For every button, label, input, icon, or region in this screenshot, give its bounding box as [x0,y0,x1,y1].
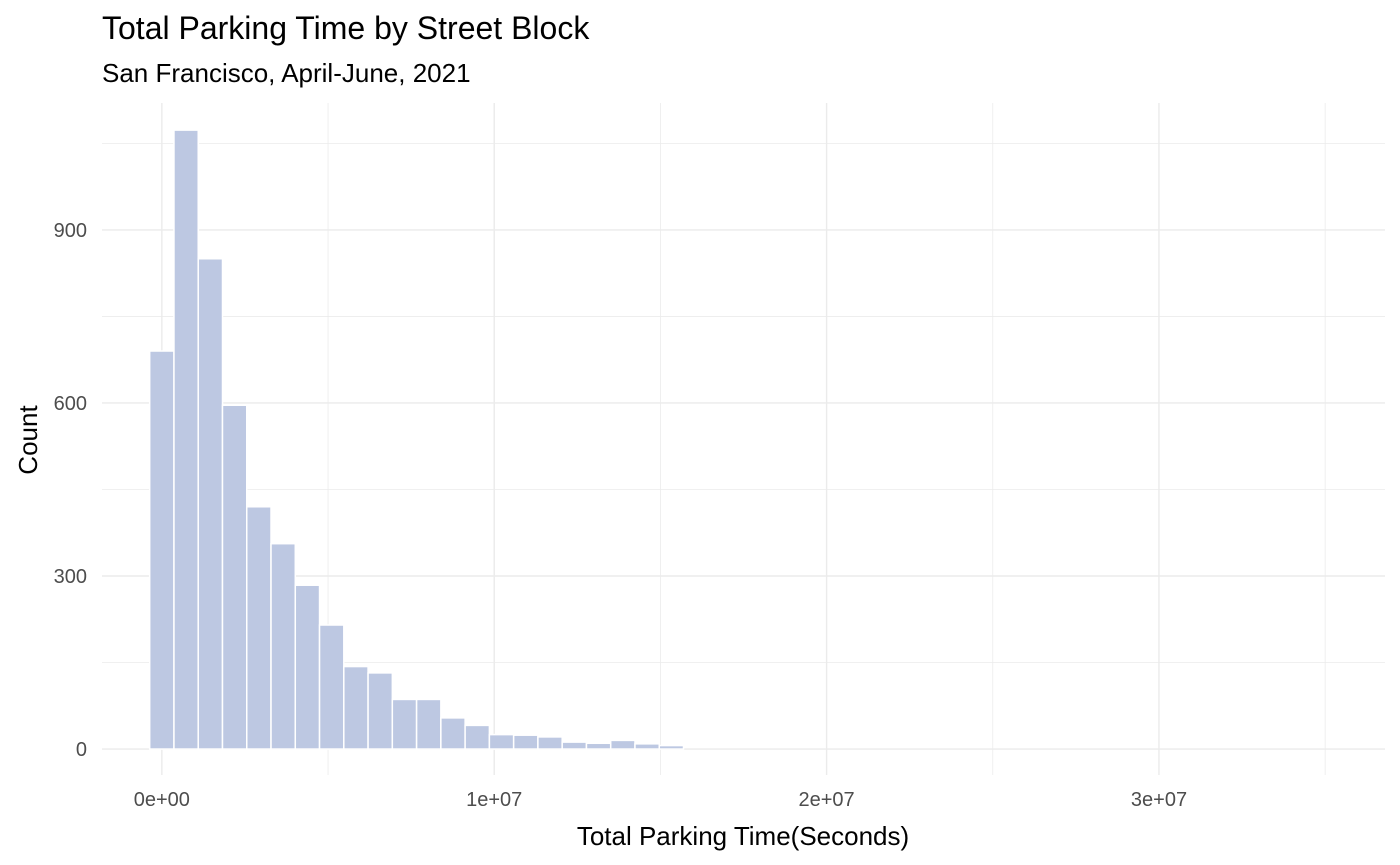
y-tick-label: 900 [54,220,87,242]
y-axis-tick-labels: 0 300 600 900 [54,220,87,761]
y-tick-label: 300 [54,566,87,588]
histogram-bar [270,542,297,750]
histogram-bars [148,129,685,750]
histogram-bar [221,404,248,750]
histogram-bar [318,624,345,750]
histogram-bar [391,698,418,750]
histogram-bar [658,744,685,750]
x-tick-label: 1e+07 [466,789,522,811]
x-axis-tick-labels: 0e+00 1e+07 2e+07 3e+07 [134,789,1187,811]
histogram-bar [246,506,272,750]
chart-subtitle: San Francisco, April-June, 2021 [102,58,471,88]
histogram-bar [440,717,466,750]
x-tick-label: 2e+07 [799,789,855,811]
histogram-bar [537,736,563,750]
histogram-bar [634,743,660,750]
y-tick-label: 0 [76,739,87,761]
histogram-bar [464,724,491,750]
histogram-bar [197,257,224,750]
histogram-bar [512,734,539,750]
histogram-bar [294,584,321,750]
chart-title: Total Parking Time by Street Block [102,10,590,46]
histogram-bar [585,742,612,750]
x-axis-title: Total Parking Time(Seconds) [577,821,909,851]
histogram-bar [415,698,442,750]
histogram-bar [343,665,369,750]
y-tick-label: 600 [54,393,87,415]
histogram-bar [609,739,636,750]
x-tick-label: 0e+00 [134,789,190,811]
y-axis-title: Count [13,405,43,475]
histogram-bar [148,350,175,750]
x-tick-label: 3e+07 [1131,789,1187,811]
histogram-bar [488,733,515,750]
histogram-bar [367,672,394,750]
histogram-bar [561,741,588,750]
histogram-bar [173,129,199,750]
